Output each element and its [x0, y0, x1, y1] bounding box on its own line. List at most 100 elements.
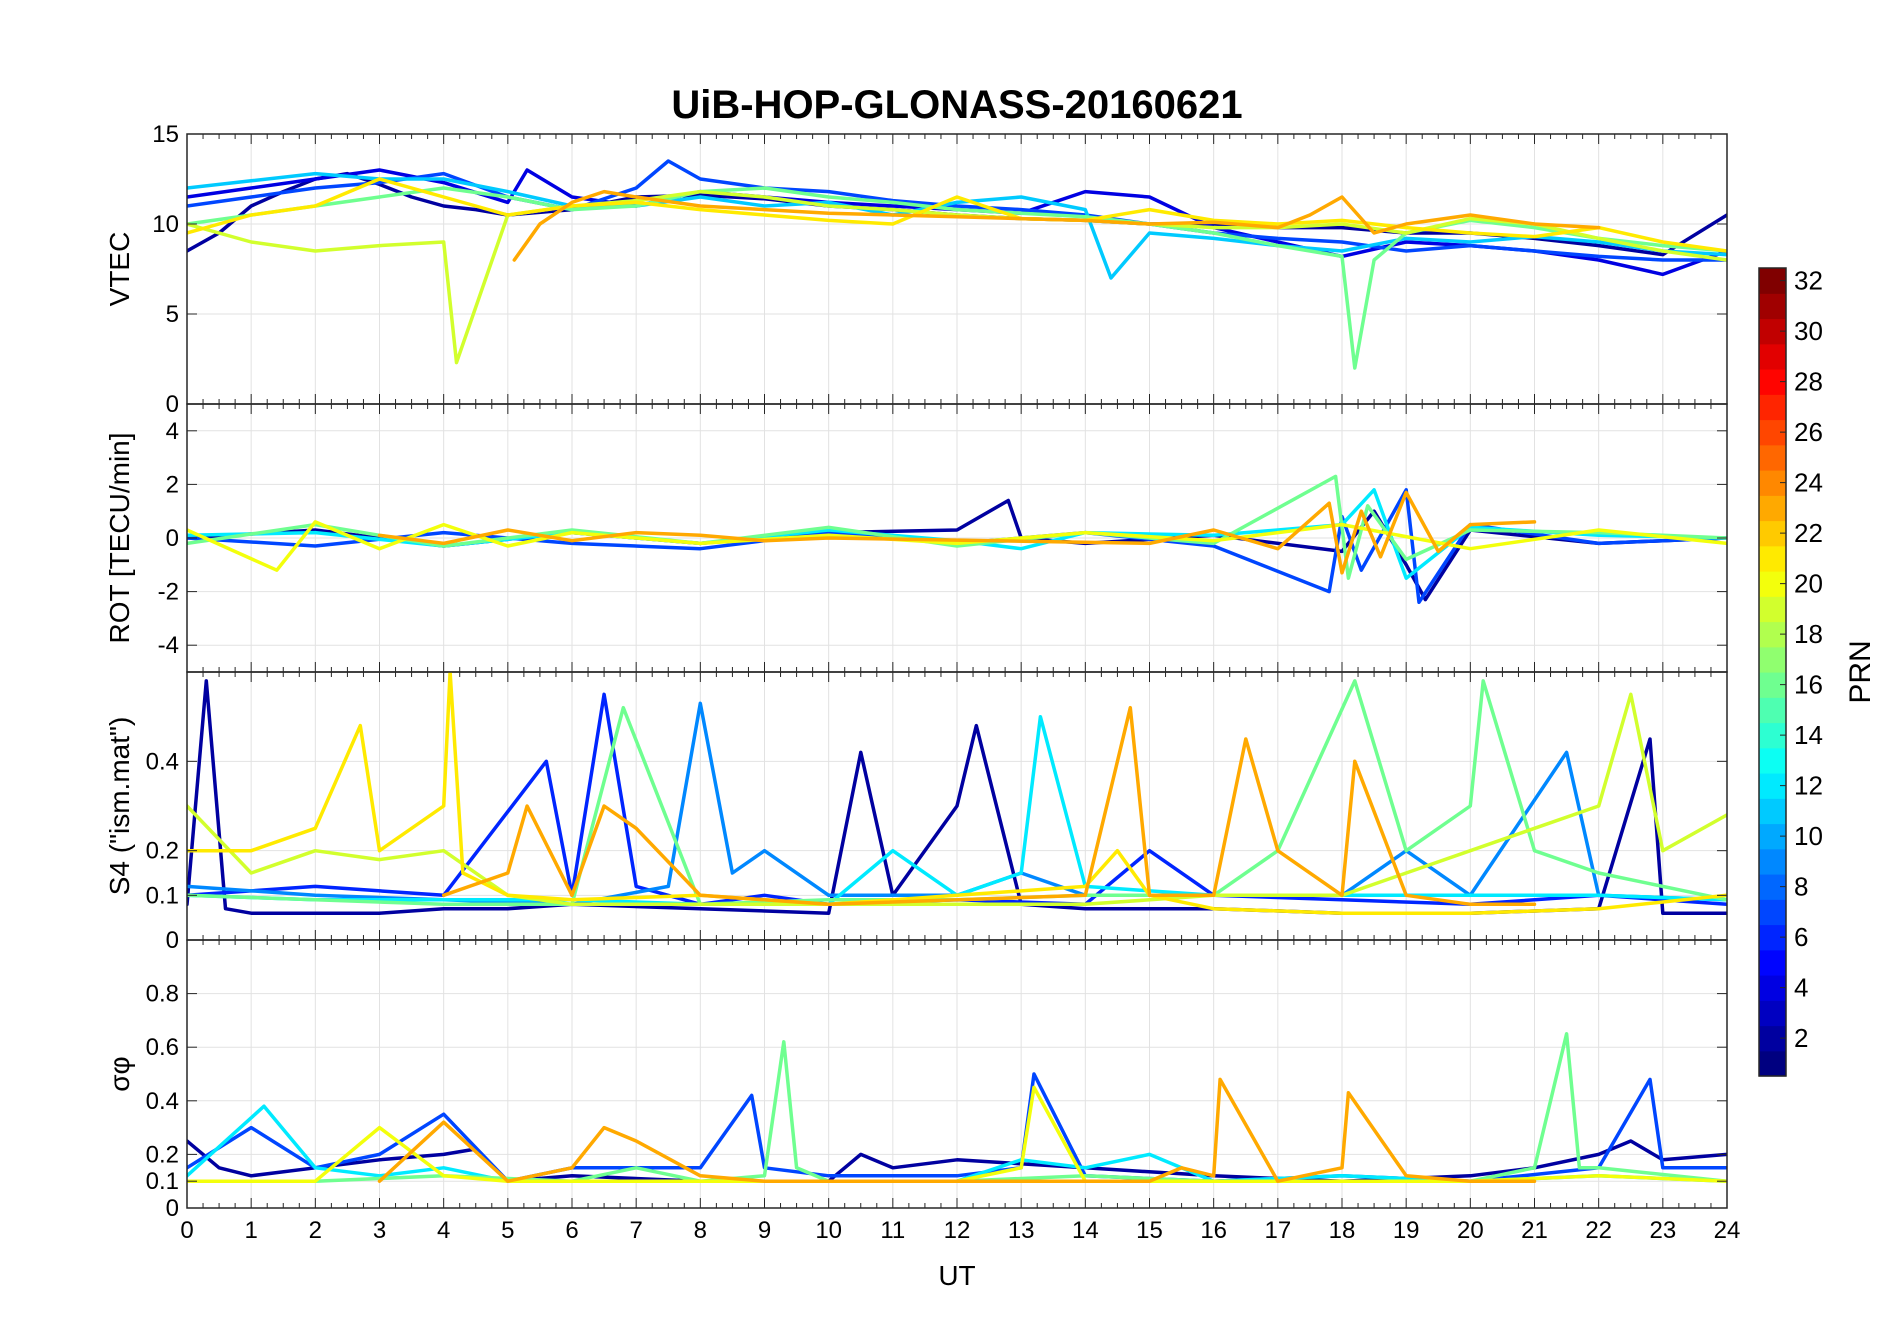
colorbar-tick-label: 2	[1794, 1023, 1808, 1053]
colorbar-swatch	[1759, 394, 1786, 421]
series-line-prn-23	[377, 490, 1537, 575]
y-axis-label-3: σφ	[104, 1056, 135, 1091]
y-axis-label-0: VTEC	[104, 232, 135, 307]
y-tick-label: 0.8	[146, 981, 179, 1008]
colorbar-swatch	[1759, 798, 1786, 825]
colorbar-frame	[1758, 267, 1787, 1077]
y-tick-label: 2	[166, 471, 179, 498]
x-tick-label: 23	[1649, 1217, 1676, 1244]
colorbar-tick-label: 16	[1794, 670, 1823, 700]
y-tick-label: 0.4	[146, 748, 179, 775]
x-tick-label: 0	[180, 1217, 193, 1244]
series-group-0	[187, 159, 1727, 370]
colorbar-tick-label: 4	[1794, 973, 1808, 1003]
colorbar-tick-label: 18	[1794, 619, 1823, 649]
y-tick-label: 15	[152, 121, 179, 148]
colorbar-tick-label: 26	[1794, 417, 1823, 447]
colorbar-swatch	[1759, 747, 1786, 774]
colorbar-swatch	[1759, 949, 1786, 976]
series-line-prn-21	[187, 177, 1727, 253]
series-line-prn-23	[441, 705, 1537, 907]
y-tick-label: -2	[158, 579, 179, 606]
x-tick-label: 9	[758, 1217, 771, 1244]
x-tick-label: 7	[629, 1217, 642, 1244]
panel-3: 00.10.2 0.4 0.6 0.8 σφ	[104, 939, 1728, 1222]
series-line-prn-20	[187, 1085, 1727, 1183]
colorbar-tick-label: 32	[1794, 266, 1823, 296]
colorbar-tick-label: 24	[1794, 468, 1823, 498]
y-tick-label: 0	[166, 1195, 179, 1222]
x-tick-label: 2	[309, 1217, 322, 1244]
y-tick-label: 0.6	[146, 1034, 179, 1061]
series-line-prn-23	[377, 1077, 1537, 1183]
colorbar-swatch	[1759, 1000, 1786, 1027]
x-tick-label: 17	[1264, 1217, 1291, 1244]
series-group-1	[187, 474, 1727, 605]
colorbar-tick-label: 28	[1794, 367, 1823, 397]
colorbar-tick-label: 22	[1794, 518, 1823, 548]
y-tick-label: 0	[166, 525, 179, 552]
colorbar-label: PRN	[1844, 640, 1877, 703]
y-tick-label: -4	[158, 632, 179, 659]
series-group-2	[187, 672, 1727, 915]
panel-2: 0 0.1 0.2 0.4 S4 ("ism.mat")	[104, 671, 1728, 954]
colorbar-tick-label: 14	[1794, 720, 1823, 750]
colorbar-swatch	[1759, 899, 1786, 926]
series-line-prn-23	[512, 189, 1601, 262]
y-tick-label: 4	[166, 418, 179, 445]
y-axis-label-2: S4 ("ism.mat")	[104, 717, 135, 896]
series-line-prn-7	[187, 1072, 1727, 1183]
colorbar-tick-label: 12	[1794, 771, 1823, 801]
y-tick-label: 0	[166, 391, 179, 418]
colorbar-tick-label: 20	[1794, 569, 1823, 599]
colorbar-swatch	[1759, 495, 1786, 522]
x-tick-label: 10	[815, 1217, 842, 1244]
y-axis-label-1: ROT [TECU/min]	[104, 432, 135, 643]
x-tick-label: 12	[944, 1217, 971, 1244]
x-tick-label: 5	[501, 1217, 514, 1244]
x-axis-label: UT	[938, 1260, 975, 1291]
panel-1: -4 -2 0 2 4 ROT [TECU/min]	[104, 403, 1728, 673]
x-tick-label: 4	[437, 1217, 450, 1244]
series-line-prn-2	[187, 1139, 1727, 1183]
x-tick-label: 14	[1072, 1217, 1099, 1244]
colorbar-swatch	[1759, 545, 1786, 572]
x-tick-label: 6	[565, 1217, 578, 1244]
y-tick-label: 0.4	[146, 1088, 179, 1115]
colorbar-tick-label: 8	[1794, 872, 1808, 902]
y-tick-label: 0.1	[146, 1168, 179, 1195]
x-tick-label: 15	[1136, 1217, 1163, 1244]
y-tick-label: 0	[166, 927, 179, 954]
x-tick-label: 22	[1585, 1217, 1612, 1244]
x-tick-label: 8	[694, 1217, 707, 1244]
y-tick-label: 5	[166, 301, 179, 328]
x-tick-label: 21	[1521, 1217, 1548, 1244]
series-line-prn-19	[187, 692, 1727, 907]
colorbar-swatch	[1759, 697, 1786, 724]
series-line-prn-11	[187, 171, 1727, 280]
colorbar-tick-label: 6	[1794, 922, 1808, 952]
x-tick-label: 3	[373, 1217, 386, 1244]
colorbar-swatch	[1759, 596, 1786, 623]
colorbar-swatch	[1759, 1050, 1786, 1077]
x-tick-labels: 0 1 2 3 4 5 6 7 8 9 10 11 12 13 14 15 16 17 18 19 20 21 22 23 24	[180, 1217, 1740, 1244]
series-line-prn-7	[187, 159, 1727, 262]
colorbar-swatch	[1759, 293, 1786, 320]
colorbar-tick-label: 10	[1794, 821, 1823, 851]
y-tick-label: 10	[152, 211, 179, 238]
x-tick-label: 16	[1200, 1217, 1227, 1244]
colorbar-swatch	[1759, 848, 1786, 875]
x-tick-label: 24	[1714, 1217, 1741, 1244]
y-tick-label: 0.2	[146, 1141, 179, 1168]
y-tick-label: 0.1	[146, 882, 179, 909]
x-tick-label: 11	[880, 1217, 905, 1244]
colorbar-swatch	[1759, 343, 1786, 370]
x-tick-label: 13	[1008, 1217, 1035, 1244]
x-tick-label: 19	[1393, 1217, 1420, 1244]
colorbar-swatch	[1759, 646, 1786, 673]
panel-0: 0 5 10 15 VTEC	[104, 121, 1728, 418]
x-tick-label: 20	[1457, 1217, 1484, 1244]
